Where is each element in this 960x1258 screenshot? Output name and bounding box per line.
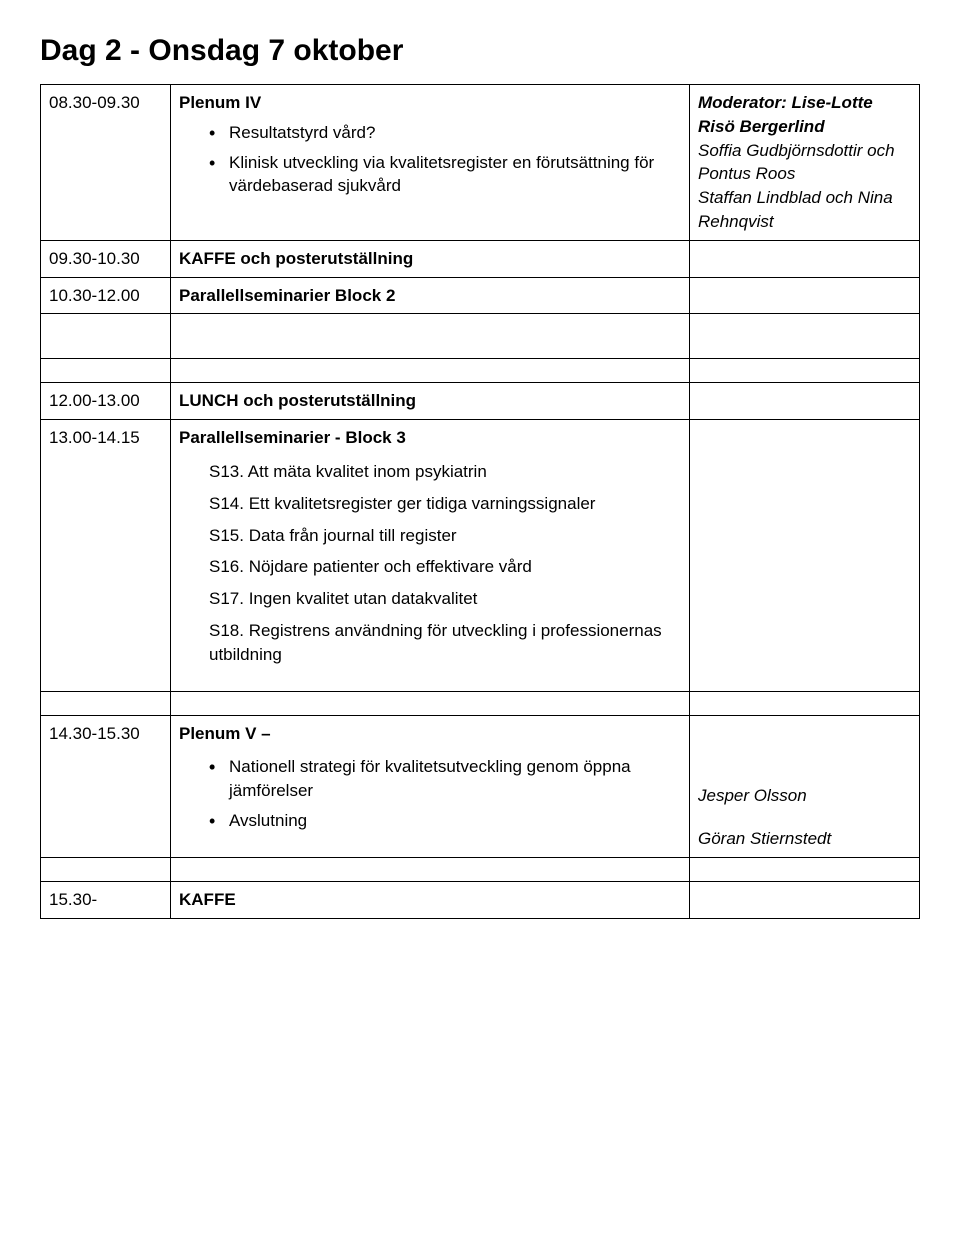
seminar-item: S15. Data från journal till register [209, 524, 681, 548]
seminar-item: S14. Ett kvalitetsregister ger tidiga va… [209, 492, 681, 516]
table-row: 14.30-15.30 Plenum V – Nationell strateg… [41, 715, 920, 858]
empty-cell [171, 691, 690, 715]
table-row: 09.30-10.30 KAFFE och posterutställning [41, 240, 920, 277]
content-cell: KAFFE och posterutställning [171, 240, 690, 277]
empty-cell [41, 314, 171, 359]
time-cell: 15.30- [41, 882, 171, 919]
moderator-label: Moderator: Lise-Lotte Risö Bergerlind [698, 91, 911, 139]
empty-cell [690, 240, 920, 277]
list-item: Nationell strategi för kvalitetsutveckli… [209, 755, 681, 803]
moderator-names: Soffia Gudbjörnsdottir och Pontus Roos S… [698, 139, 911, 234]
table-row [41, 314, 920, 359]
time-cell: 10.30-12.00 [41, 277, 171, 314]
empty-cell [690, 420, 920, 691]
session-title: LUNCH och posterutställning [179, 391, 416, 410]
moderator-cell: Moderator: Lise-Lotte Risö Bergerlind So… [690, 85, 920, 241]
empty-cell [690, 359, 920, 383]
table-row: 13.00-14.15 Parallellseminarier - Block … [41, 420, 920, 691]
empty-cell [171, 858, 690, 882]
table-row: 10.30-12.00 Parallellseminarier Block 2 [41, 277, 920, 314]
empty-cell [690, 314, 920, 359]
table-row [41, 691, 920, 715]
content-cell: KAFFE [171, 882, 690, 919]
empty-cell [41, 691, 171, 715]
seminar-item: S13. Att mäta kvalitet inom psykiatrin [209, 460, 681, 484]
empty-cell [690, 277, 920, 314]
time-cell: 09.30-10.30 [41, 240, 171, 277]
time-cell: 12.00-13.00 [41, 383, 171, 420]
session-title: Parallellseminarier - Block 3 [179, 426, 681, 450]
speaker-name: Jesper Olsson [698, 784, 911, 808]
session-title: Parallellseminarier Block 2 [179, 286, 395, 305]
content-cell: Parallellseminarier - Block 3 S13. Att m… [171, 420, 690, 691]
empty-cell [171, 359, 690, 383]
speaker-cell: Jesper Olsson Göran Stiernstedt [690, 715, 920, 858]
table-row: 15.30- KAFFE [41, 882, 920, 919]
table-row [41, 858, 920, 882]
time-cell: 14.30-15.30 [41, 715, 171, 858]
list-item: Resultatstyrd vård? [209, 121, 681, 145]
session-title: Plenum IV [179, 91, 681, 115]
content-cell: LUNCH och posterutställning [171, 383, 690, 420]
empty-cell [690, 383, 920, 420]
content-cell [171, 314, 690, 359]
content-cell: Plenum V – Nationell strategi för kvalit… [171, 715, 690, 858]
seminar-item: S18. Registrens användning för utvecklin… [209, 619, 681, 667]
speaker-name: Göran Stiernstedt [698, 827, 911, 851]
seminar-item: S17. Ingen kvalitet utan datakvalitet [209, 587, 681, 611]
table-row: 08.30-09.30 Plenum IV Resultatstyrd vård… [41, 85, 920, 241]
page-title: Dag 2 - Onsdag 7 oktober [40, 30, 920, 72]
time-cell: 08.30-09.30 [41, 85, 171, 241]
empty-cell [41, 359, 171, 383]
empty-cell [690, 691, 920, 715]
content-cell: Plenum IV Resultatstyrd vård? Klinisk ut… [171, 85, 690, 241]
list-item: Avslutning [209, 809, 681, 833]
list-item: Klinisk utveckling via kvalitetsregister… [209, 151, 681, 199]
table-row [41, 359, 920, 383]
time-cell: 13.00-14.15 [41, 420, 171, 691]
seminar-item: S16. Nöjdare patienter och effektivare v… [209, 555, 681, 579]
empty-cell [690, 858, 920, 882]
session-title: KAFFE [179, 890, 236, 909]
empty-cell [690, 882, 920, 919]
bullet-list: Resultatstyrd vård? Klinisk utveckling v… [179, 121, 681, 198]
content-cell: Parallellseminarier Block 2 [171, 277, 690, 314]
table-row: 12.00-13.00 LUNCH och posterutställning [41, 383, 920, 420]
schedule-table: 08.30-09.30 Plenum IV Resultatstyrd vård… [40, 84, 920, 919]
empty-cell [41, 858, 171, 882]
bullet-list: Nationell strategi för kvalitetsutveckli… [179, 755, 681, 832]
session-title: Plenum V – [179, 722, 681, 746]
session-title: KAFFE och posterutställning [179, 249, 413, 268]
